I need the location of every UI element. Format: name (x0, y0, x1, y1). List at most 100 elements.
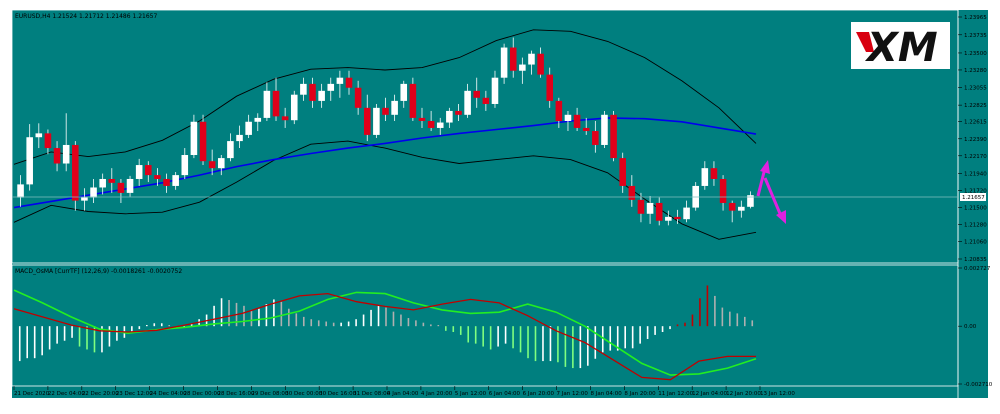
bull-candle (738, 206, 745, 211)
bull-candle (491, 77, 499, 104)
bear-candle (72, 144, 79, 201)
time-tick-label: 28 Dec 00:00 (184, 391, 221, 397)
bear-candle (582, 127, 590, 132)
time-tick-label: 30 Dec 16:00 (319, 391, 356, 397)
current-price-tag (960, 193, 986, 201)
bull-candle (227, 141, 234, 159)
bull-candle (464, 90, 471, 115)
bear-candle (145, 165, 152, 176)
price-tick-label: 1.23280 (964, 68, 987, 74)
price-tick-label: 1.23965 (964, 15, 987, 21)
bull-candle (217, 158, 225, 169)
bull-candle (135, 165, 143, 179)
bear-candle (418, 117, 426, 121)
bear-candle (473, 90, 481, 98)
bear-candle (509, 47, 517, 71)
bear-candle (199, 121, 207, 162)
bear-candle (281, 116, 289, 121)
time-tick-label: 12 Jan 04:00 (692, 391, 727, 397)
candlesticks (17, 37, 754, 226)
bear-candle (573, 114, 581, 128)
price-tick-label: 1.22390 (964, 137, 987, 143)
bear-candle (354, 87, 362, 108)
time-tick-label: 22 Dec 04:00 (48, 391, 85, 397)
bull-candle (318, 90, 325, 101)
time-tick-label: 22 Dec 20:00 (82, 391, 119, 397)
bear-candle (309, 83, 316, 101)
bear-candle (427, 120, 435, 128)
price-axis: 1.23965 1.23735 1.23500 1.23280 1.23055 1.228… (958, 15, 987, 263)
bear-candle (117, 182, 125, 193)
forecast-arrow-down-icon (763, 177, 786, 224)
xm-logo: XM (851, 22, 950, 71)
price-tick-label: 1.21500 (964, 206, 987, 212)
bear-candle (728, 202, 736, 211)
price-tick-label: 1.20835 (964, 257, 987, 263)
bull-candle (500, 47, 508, 78)
time-tick-label: 23 Dec 12:00 (116, 391, 153, 397)
bull-candle (190, 121, 198, 156)
moving-average (13, 117, 757, 209)
moving-average-line (13, 117, 757, 209)
bull-candle (747, 195, 754, 207)
bear-candle (655, 202, 663, 221)
time-tick-label: 28 Dec 16:00 (217, 391, 254, 397)
bull-candle (391, 100, 398, 115)
bull-candle (236, 134, 243, 142)
price-tick-label: 1.23500 (964, 51, 987, 57)
time-tick-label: 5 Jan 12:00 (455, 391, 487, 397)
bull-candle (665, 216, 672, 221)
bull-candle (35, 133, 43, 138)
bear-candle (455, 110, 462, 115)
xm-logo-text: XM (864, 25, 938, 71)
bear-candle (108, 178, 116, 183)
macd-line (13, 292, 756, 381)
macd-lines (13, 289, 757, 381)
bull-candle (300, 83, 307, 95)
bear-candle (363, 107, 371, 135)
bull-candle (564, 114, 572, 121)
bull-candle (701, 168, 709, 186)
bear-candle (592, 131, 599, 145)
bull-candle (327, 83, 335, 91)
bear-candle (345, 77, 353, 88)
time-tick-label: 31 Dec 08:00 (353, 391, 390, 397)
bear-candle (719, 178, 727, 203)
forecast-arrow-up-icon (756, 160, 770, 197)
bull-candle (436, 122, 444, 128)
bull-candle (601, 114, 608, 145)
time-tick-label: 12 Jan 20:00 (726, 391, 761, 397)
bull-candle (99, 178, 106, 188)
bear-candle (272, 90, 280, 117)
time-tick-label: 21 Dec 2020 (14, 391, 50, 397)
bull-candle (373, 107, 380, 135)
bull-candle (519, 64, 526, 71)
bull-candle (90, 187, 97, 198)
bear-candle (44, 133, 52, 149)
price-tick-label: 1.22170 (964, 154, 987, 160)
bull-candle (263, 90, 271, 118)
bull-candle (646, 202, 654, 214)
price-pane: EURUSD,H4 1.21524 1.21712 1.21486 1.2165… (11, 9, 987, 398)
bull-candle (528, 53, 535, 65)
bull-candle (172, 175, 179, 186)
bear-candle (154, 175, 161, 179)
macd-histogram (18, 285, 754, 369)
bear-candle (710, 168, 718, 179)
price-tick-label: 1.22825 (964, 103, 987, 109)
bull-candle (245, 121, 252, 135)
macd-tick-label: 0.00 (964, 324, 977, 330)
bull-candle (17, 184, 24, 198)
bull-candle (126, 178, 134, 193)
bear-candle (382, 107, 389, 115)
macd-tick-label: -0.002710 (964, 382, 993, 388)
bear-candle (637, 199, 645, 214)
bull-candle (254, 117, 262, 122)
price-tick-label: 1.21940 (964, 172, 987, 178)
bull-candle (26, 137, 33, 185)
time-tick-label: 6 Jan 20:00 (523, 391, 555, 397)
bull-candle (290, 94, 298, 121)
bear-candle (163, 178, 170, 186)
bear-candle (674, 216, 681, 220)
